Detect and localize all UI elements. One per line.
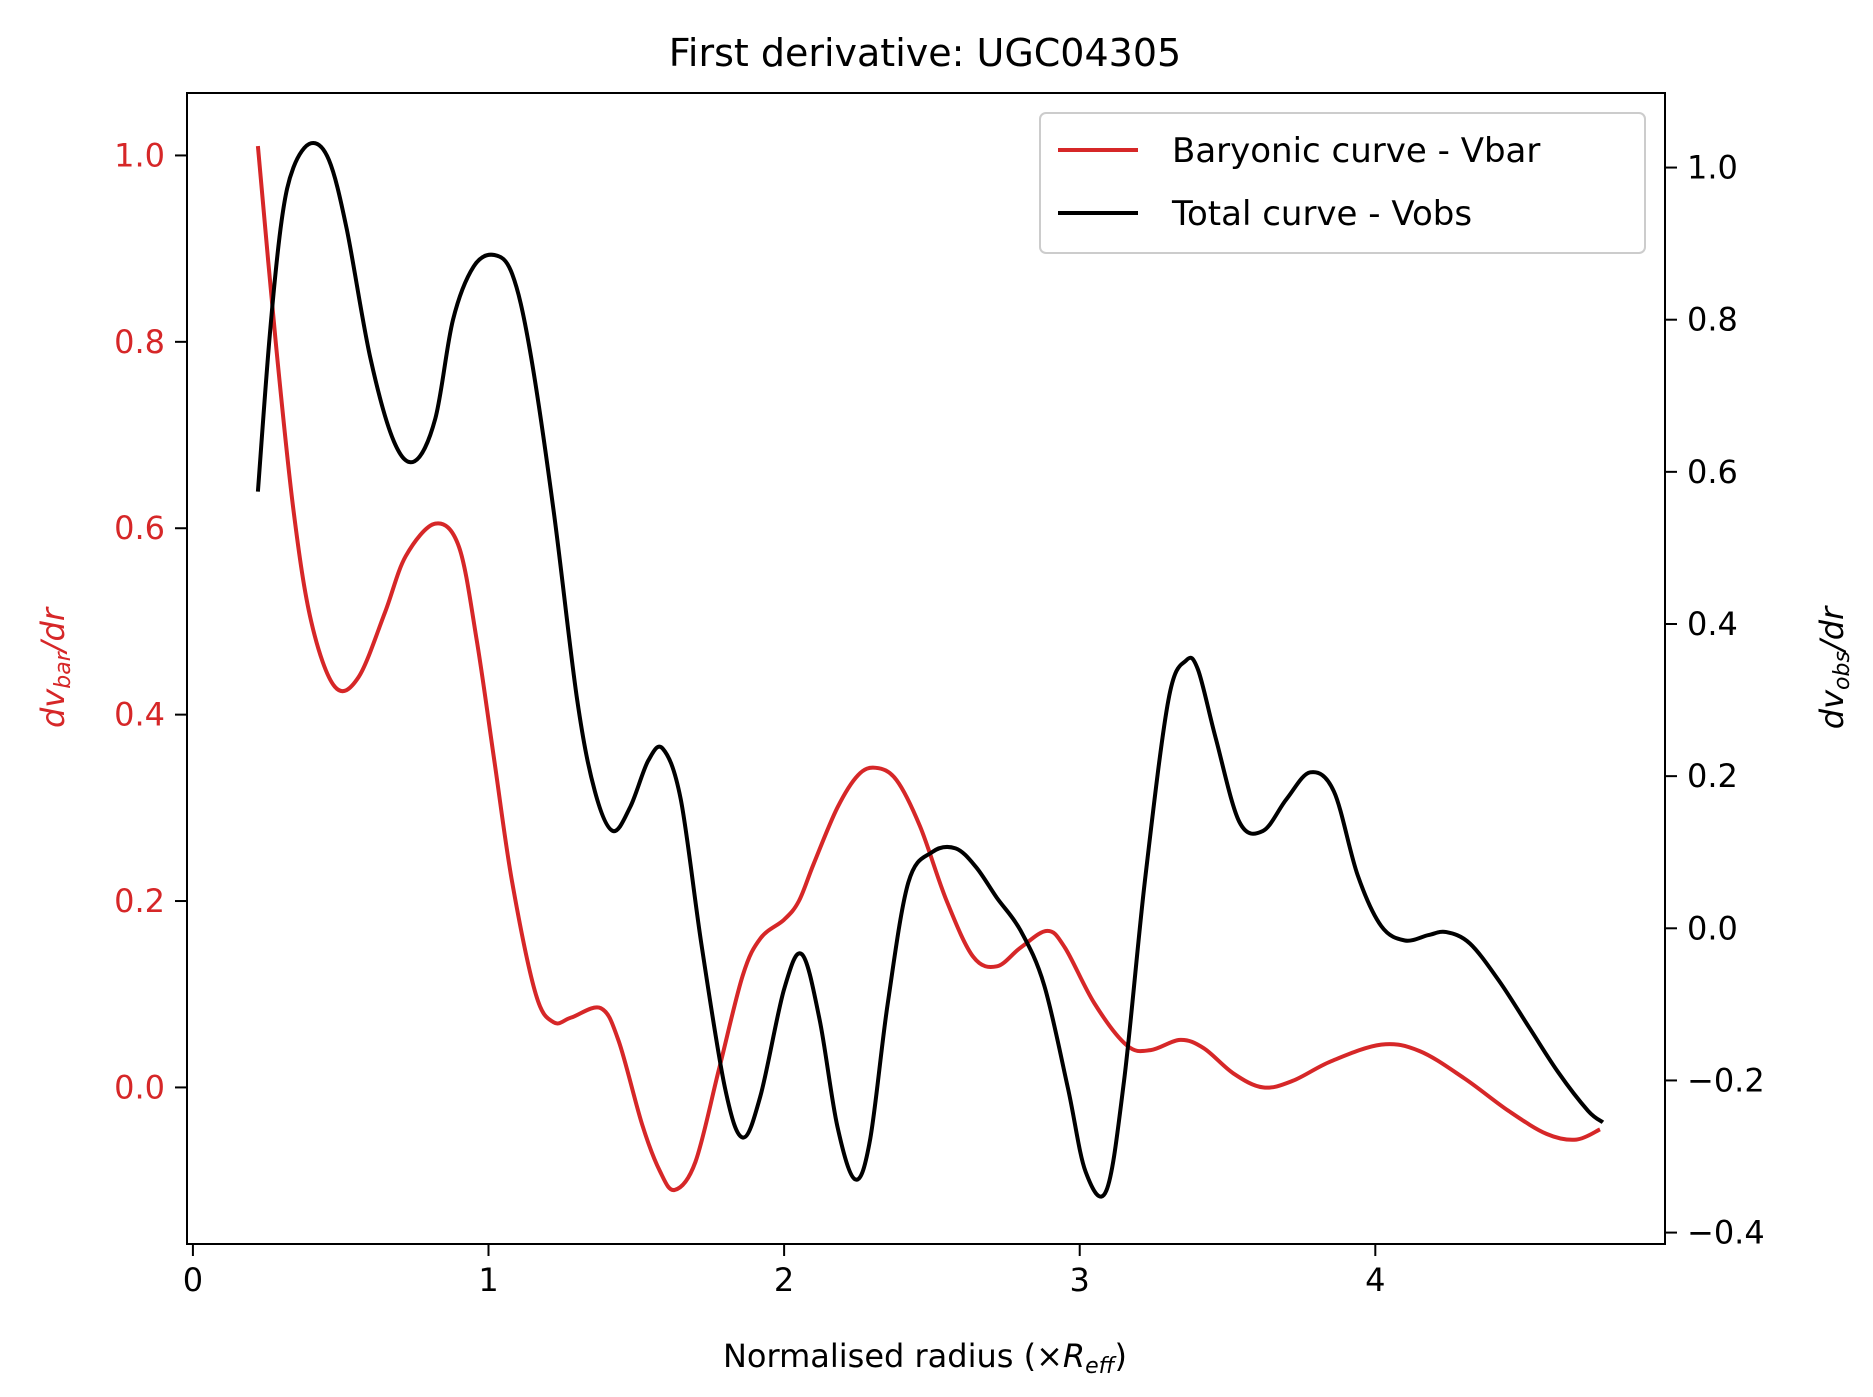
y-axis-left-label-suffix: /dr	[34, 606, 72, 655]
x-tick-label: 2	[774, 1261, 794, 1299]
legend-box	[1039, 112, 1646, 254]
x-tick-label: 1	[478, 1261, 498, 1299]
y-left-tick-label: 0.4	[114, 696, 165, 734]
y-right-tick-label: 1.0	[1687, 149, 1738, 187]
y-axis-left-label-subscript: bar	[51, 650, 76, 688]
x-axis-label-prefix: Normalised radius (×	[723, 1337, 1063, 1375]
y-axis-right-label: dvobs/dr	[1813, 605, 1855, 729]
x-tick-label: 0	[183, 1261, 203, 1299]
x-axis-label-suffix: )	[1115, 1337, 1127, 1375]
y-left-tick-label: 0.6	[114, 509, 165, 547]
legend-label-vobs: Total curve - Vobs	[1171, 194, 1472, 234]
y-right-tick-label: 0.0	[1687, 909, 1738, 947]
legend: Baryonic curve - Vbar Total curve - Vobs	[1039, 112, 1646, 254]
series-line-vobs	[255, 140, 1605, 1199]
y-right-tick-label: −0.4	[1687, 1214, 1765, 1252]
y-axis-right-label-suffix: /dr	[1813, 605, 1851, 654]
chart-title: First derivative: UGC04305	[669, 31, 1181, 75]
x-tick-label: 3	[1070, 1261, 1090, 1299]
x-axis: 0 1 2 3 4	[183, 1244, 1385, 1299]
y-left-tick-label: 0.2	[114, 882, 165, 920]
y-axis-left: 0.0 0.2 0.4 0.6 0.8 1.0	[114, 136, 187, 1106]
series-line-vbar	[255, 145, 1601, 1193]
legend-label-vbar: Baryonic curve - Vbar	[1172, 131, 1540, 171]
y-right-tick-label: 0.6	[1687, 453, 1738, 491]
y-axis-left-label: dvbar/dr	[34, 606, 76, 728]
y-left-tick-label: 0.0	[114, 1068, 165, 1106]
x-axis-label: Normalised radius (×Reff)	[723, 1337, 1127, 1379]
plot-frame	[186, 92, 1666, 1245]
y-axis-right: −0.4 −0.2 0.0 0.2 0.4 0.6 0.8 1.0	[1665, 149, 1765, 1252]
y-axis-left-label-prefix: dv	[34, 688, 72, 728]
series-layer	[255, 140, 1605, 1199]
y-left-tick-label: 1.0	[114, 136, 165, 174]
x-axis-label-subscript: eff	[1085, 1354, 1117, 1379]
x-axis-label-symbol: R	[1063, 1337, 1085, 1375]
y-axis-right-label-subscript: obs	[1830, 651, 1855, 690]
y-axis-right-label-prefix: dv	[1813, 689, 1851, 729]
x-tick-label: 4	[1365, 1261, 1385, 1299]
y-left-tick-label: 0.8	[114, 323, 165, 361]
y-right-tick-label: 0.2	[1687, 757, 1738, 795]
y-right-tick-label: 0.8	[1687, 301, 1738, 339]
y-right-tick-label: 0.4	[1687, 605, 1738, 643]
y-right-tick-label: −0.2	[1687, 1061, 1765, 1099]
